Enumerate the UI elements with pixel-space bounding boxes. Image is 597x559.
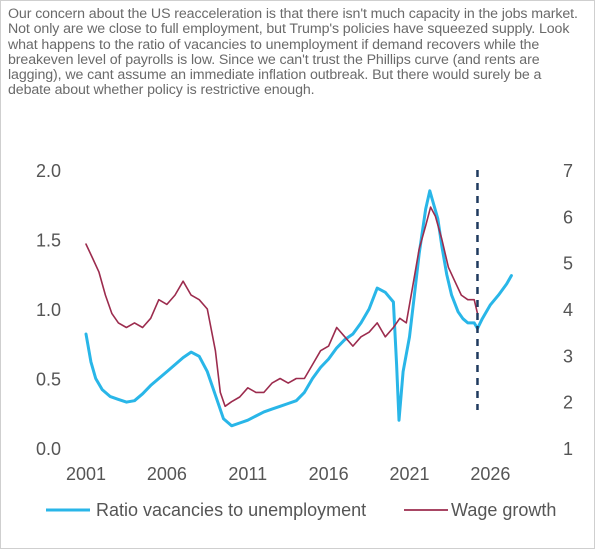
x-axis-ticks: 2001 2006 2011 2016 2021 2026	[66, 464, 510, 484]
left-y-tick-label: 1.5	[36, 231, 61, 251]
x-tick-label: 2016	[309, 464, 349, 484]
chart-caption: Our concern about the US reacceleration …	[8, 6, 578, 99]
right-y-tick-label: 3	[563, 346, 573, 366]
chart-frame	[0, 0, 595, 549]
right-y-tick-label: 6	[563, 207, 573, 227]
x-tick-label: 2021	[390, 464, 430, 484]
x-tick-label: 2001	[66, 464, 106, 484]
right-y-tick-label: 7	[563, 161, 573, 181]
right-y-tick-label: 5	[563, 254, 573, 274]
left-y-tick-label: 2.0	[36, 161, 61, 181]
right-y-tick-label: 4	[563, 300, 573, 320]
x-tick-label: 2026	[470, 464, 510, 484]
left-y-axis-ticks: 0.0 0.5 1.0 1.5 2.0	[36, 161, 61, 459]
x-tick-label: 2011	[228, 464, 267, 484]
left-y-tick-label: 1.0	[36, 300, 61, 320]
series-line-vacancies-ratio	[84, 189, 513, 428]
left-y-tick-label: 0.5	[36, 370, 61, 390]
legend-label: Wage growth	[451, 500, 556, 520]
left-y-tick-label: 0.0	[36, 439, 61, 459]
right-y-tick-label: 2	[563, 393, 573, 413]
right-y-tick-label: 1	[563, 439, 573, 459]
legend: Ratio vacancies to unemployment Wage grow…	[46, 500, 556, 520]
series-line-wage-growth	[85, 206, 479, 408]
plot-lines	[84, 170, 513, 428]
right-y-axis-ticks: 1 2 3 4 5 6 7	[563, 161, 573, 459]
legend-label: Ratio vacancies to unemployment	[96, 500, 366, 520]
x-tick-label: 2006	[147, 464, 187, 484]
